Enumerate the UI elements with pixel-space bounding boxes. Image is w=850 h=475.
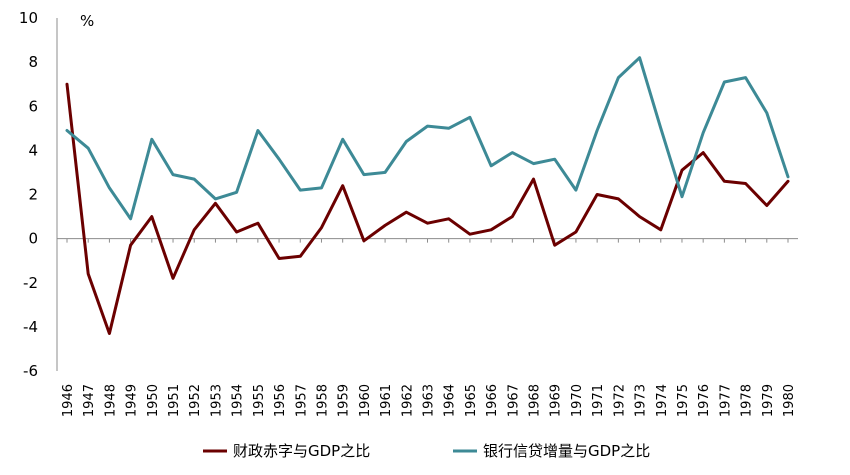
x-tick-label: 1978 <box>740 384 755 417</box>
x-tick-label: 1946 <box>61 384 76 417</box>
x-tick-label: 1949 <box>125 384 140 417</box>
x-tick-label: 1947 <box>82 384 97 417</box>
x-tick-label: 1973 <box>634 384 649 417</box>
x-axis-ticks: 1946 1947 1948 1949 1950 1951 1952 1953 1954 1955… <box>61 238 797 417</box>
y-tick-label: 8 <box>28 53 38 71</box>
x-tick-label: 1976 <box>697 384 712 417</box>
x-tick-label: 1979 <box>761 384 776 417</box>
x-tick-label: 1980 <box>782 384 797 417</box>
x-tick-label: 1954 <box>231 384 246 417</box>
x-tick-label: 1961 <box>379 384 394 417</box>
y-tick-label: 10 <box>19 9 38 27</box>
x-tick-label: 1964 <box>443 384 458 417</box>
x-tick-label: 1959 <box>337 384 352 417</box>
y-tick-label: -4 <box>23 318 38 336</box>
x-tick-label: 1963 <box>422 384 437 417</box>
x-tick-label: 1953 <box>209 384 224 417</box>
x-tick-label: 1956 <box>273 384 288 417</box>
x-tick-label: 1958 <box>315 384 330 417</box>
x-tick-label: 1972 <box>612 384 627 417</box>
axes <box>56 18 798 371</box>
series-line-1 <box>65 82 790 335</box>
x-tick-label: 1969 <box>549 384 564 417</box>
series-lines <box>65 56 790 335</box>
x-tick-label: 1960 <box>358 384 373 417</box>
x-tick-label: 1952 <box>188 384 203 417</box>
legend-label-1: 财政赤字与GDP之比 <box>233 442 370 460</box>
x-tick-label: 1965 <box>464 384 479 417</box>
x-tick-label: 1957 <box>294 384 309 417</box>
y-tick-label: 0 <box>28 230 38 248</box>
x-tick-label: 1967 <box>506 384 521 417</box>
y-tick-label: 2 <box>28 186 38 204</box>
x-tick-label: 1951 <box>167 384 182 417</box>
y-axis-unit-label: % <box>80 12 94 30</box>
x-tick-label: 1968 <box>528 384 543 417</box>
x-tick-label: 1970 <box>570 384 585 417</box>
x-tick-label: 1971 <box>591 384 606 417</box>
x-tick-label: 1966 <box>485 384 500 417</box>
y-tick-label: 4 <box>28 141 38 159</box>
y-axis-ticks: -6 -4 -2 0 2 4 6 8 10 <box>19 9 38 380</box>
x-tick-label: 1950 <box>146 384 161 417</box>
x-tick-label: 1962 <box>400 384 415 417</box>
x-tick-label: 1948 <box>103 384 118 417</box>
legend-label-2: 银行信贷增量与GDP之比 <box>483 442 650 460</box>
x-tick-label: 1955 <box>252 384 267 417</box>
x-tick-label: 1975 <box>676 384 691 417</box>
y-tick-label: -6 <box>23 362 38 380</box>
series-line-2 <box>65 56 790 221</box>
x-tick-label: 1977 <box>718 384 733 417</box>
y-tick-label: 6 <box>28 97 38 115</box>
legend: 财政赤字与GDP之比 银行信贷增量与GDP之比 <box>203 442 650 460</box>
x-tick-label: 1974 <box>655 384 670 417</box>
y-tick-label: -2 <box>23 274 38 292</box>
